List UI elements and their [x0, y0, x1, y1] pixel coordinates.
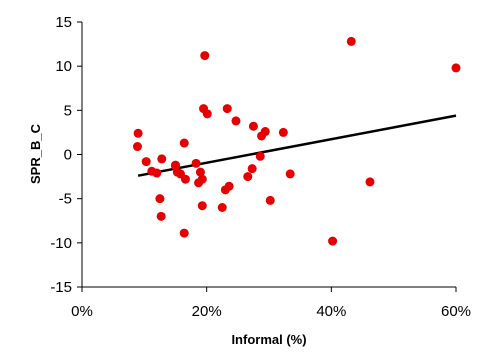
x-tick-label: 40% [316, 303, 346, 320]
x-tick-group: 0% 20% 40% 60% [71, 287, 471, 320]
y-tick-label: 0 [64, 147, 72, 164]
data-point [222, 104, 232, 114]
data-point [132, 142, 142, 152]
data-point [197, 201, 207, 211]
data-point [346, 36, 356, 46]
series-layer [132, 36, 461, 246]
data-point [179, 228, 189, 238]
data-point [152, 168, 162, 178]
data-point [195, 167, 205, 177]
data-point [202, 109, 212, 119]
data-point [278, 127, 288, 137]
data-point [231, 116, 241, 126]
x-axis-title: Informal (%) [231, 332, 306, 347]
x-tick-label: 20% [192, 303, 222, 320]
data-point [200, 51, 210, 61]
y-tick-label: -5 [59, 191, 72, 208]
data-point [179, 138, 189, 148]
data-point [224, 181, 234, 191]
data-point [191, 158, 201, 168]
data-point [365, 177, 375, 187]
data-point [451, 63, 461, 73]
data-point [156, 211, 166, 221]
data-point [247, 164, 257, 174]
data-point [197, 174, 207, 184]
y-tick-label: 10 [55, 58, 72, 75]
data-point [248, 121, 258, 131]
y-tick-label: 15 [55, 14, 72, 31]
y-tick-group: -15 -10 -5 0 5 10 15 [50, 14, 82, 296]
data-point [141, 157, 151, 167]
data-point [285, 169, 295, 179]
data-point [260, 127, 270, 137]
data-point [155, 194, 165, 204]
plot-area [81, 22, 456, 288]
y-tick-label: -15 [50, 279, 72, 296]
trend-line [137, 114, 457, 177]
data-point [217, 203, 227, 212]
data-point [157, 154, 167, 164]
data-point [243, 172, 253, 182]
data-point [328, 236, 338, 246]
y-axis-title: SPR_B_C [28, 123, 43, 184]
x-tick-label: 0% [71, 303, 93, 320]
data-point [265, 195, 275, 205]
data-point [133, 128, 143, 138]
y-tick-label: 5 [64, 102, 72, 119]
data-point [255, 151, 265, 161]
y-tick-label: -10 [50, 235, 72, 252]
x-tick-label: 60% [441, 303, 471, 320]
data-point [180, 174, 190, 184]
